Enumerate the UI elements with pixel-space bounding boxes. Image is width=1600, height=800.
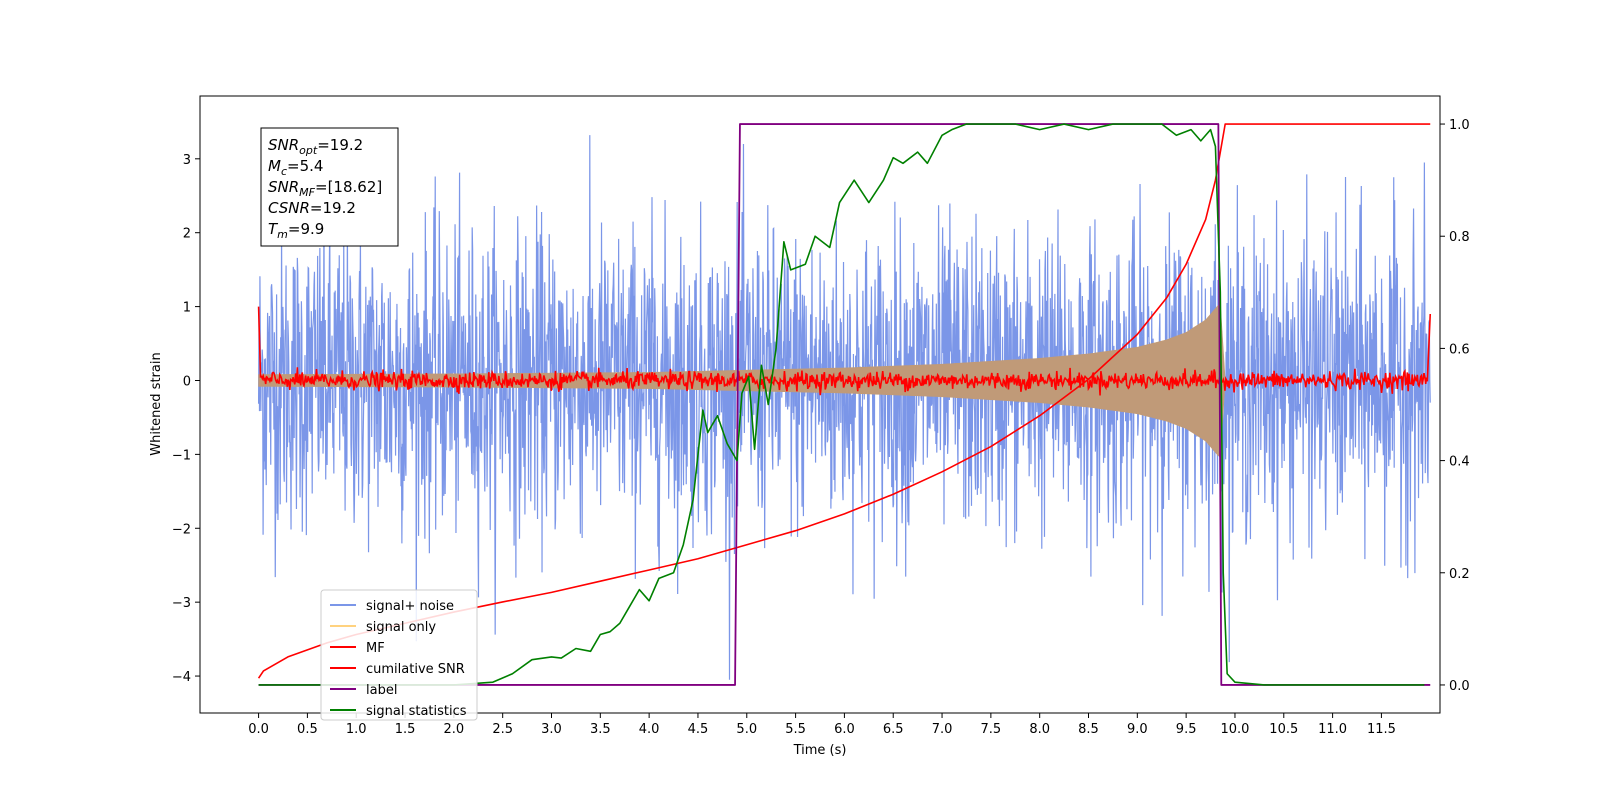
x-tick-label: 2.0 xyxy=(444,722,465,737)
x-tick-label: 0.0 xyxy=(248,722,269,737)
x-tick-label: 1.0 xyxy=(346,722,367,737)
x-tick-label: 8.0 xyxy=(1029,722,1050,737)
annotation-line: SNRMF=[18.62] xyxy=(268,178,382,199)
x-tick-label: 10.0 xyxy=(1220,722,1249,737)
series-label xyxy=(258,123,1431,686)
y-left-tick-label: 2 xyxy=(183,227,191,242)
y-left-tick-label: −1 xyxy=(172,448,191,463)
y-right-tick-label: 0.8 xyxy=(1449,230,1470,245)
legend-label: signal+ noise xyxy=(366,599,454,614)
series-mf xyxy=(257,306,1432,396)
legend-label: label xyxy=(366,683,397,698)
annotation-line: CSNR=19.2 xyxy=(268,199,356,217)
x-tick-label: 4.0 xyxy=(639,722,660,737)
legend-label: MF xyxy=(366,641,385,656)
annotation-line: SNRopt=19.2 xyxy=(268,136,363,157)
y-left-tick-label: 0 xyxy=(183,374,191,389)
legend: signal+ noise signal only MF cumilative SNR… xyxy=(320,589,478,721)
annotation-line: Mc=5.4 xyxy=(268,157,323,178)
x-tick-label: 7.5 xyxy=(981,722,1002,737)
series-layer xyxy=(257,123,1432,686)
y-axis-right: 1.0 0.8 0.6 0.4 0.2 0.0 xyxy=(1440,118,1470,694)
x-axis-title: Time (s) xyxy=(793,743,847,758)
x-tick-label: 2.5 xyxy=(492,722,513,737)
label-line xyxy=(258,123,1431,686)
x-tick-label: 0.5 xyxy=(297,722,318,737)
x-tick-label: 5.5 xyxy=(785,722,806,737)
signal-statistics-line xyxy=(258,123,1425,686)
y-right-tick-label: 0.2 xyxy=(1449,567,1470,582)
y-right-tick-label: 0.0 xyxy=(1449,679,1470,694)
x-tick-label: 8.5 xyxy=(1078,722,1099,737)
y-left-tick-label: 3 xyxy=(183,153,191,168)
x-tick-label: 6.0 xyxy=(834,722,855,737)
y-left-tick-label: −3 xyxy=(172,596,191,611)
x-tick-label: 10.5 xyxy=(1269,722,1298,737)
x-tick-label: 4.5 xyxy=(688,722,709,737)
x-tick-label: 7.0 xyxy=(932,722,953,737)
legend-label: cumilative SNR xyxy=(366,662,465,677)
y-left-tick-label: −4 xyxy=(172,670,191,685)
y-axis-left: 3 2 1 0 −1 −2 −3 −4 xyxy=(172,153,200,685)
y-right-tick-label: 0.4 xyxy=(1449,455,1470,470)
annotation-line: Tm=9.9 xyxy=(268,220,324,241)
x-tick-label: 11.5 xyxy=(1367,722,1396,737)
y-left-tick-label: 1 xyxy=(183,301,191,316)
x-tick-label: 5.0 xyxy=(736,722,757,737)
x-tick-label: 6.5 xyxy=(883,722,904,737)
x-tick-label: 3.0 xyxy=(541,722,562,737)
x-tick-label: 1.5 xyxy=(395,722,416,737)
x-tick-label: 11.0 xyxy=(1318,722,1347,737)
mf-line xyxy=(257,306,1432,396)
x-tick-label: 9.5 xyxy=(1176,722,1197,737)
legend-label: signal only xyxy=(366,620,436,635)
series-signal-statistics xyxy=(258,123,1425,686)
y-right-tick-label: 1.0 xyxy=(1449,118,1470,133)
y-axis-left-title: Whitened strain xyxy=(149,352,164,455)
y-right-tick-label: 0.6 xyxy=(1449,342,1470,357)
x-tick-label: 3.5 xyxy=(590,722,611,737)
y-left-tick-label: −2 xyxy=(172,522,191,537)
x-tick-label: 9.0 xyxy=(1127,722,1148,737)
plot-area-frame xyxy=(199,95,1441,714)
legend-label: signal statistics xyxy=(366,704,467,719)
x-axis: 0.0 0.5 1.0 1.5 2.0 2.5 3.0 3.5 4.0 4.5 5.0 5.5 6.0 6… xyxy=(248,713,1396,737)
